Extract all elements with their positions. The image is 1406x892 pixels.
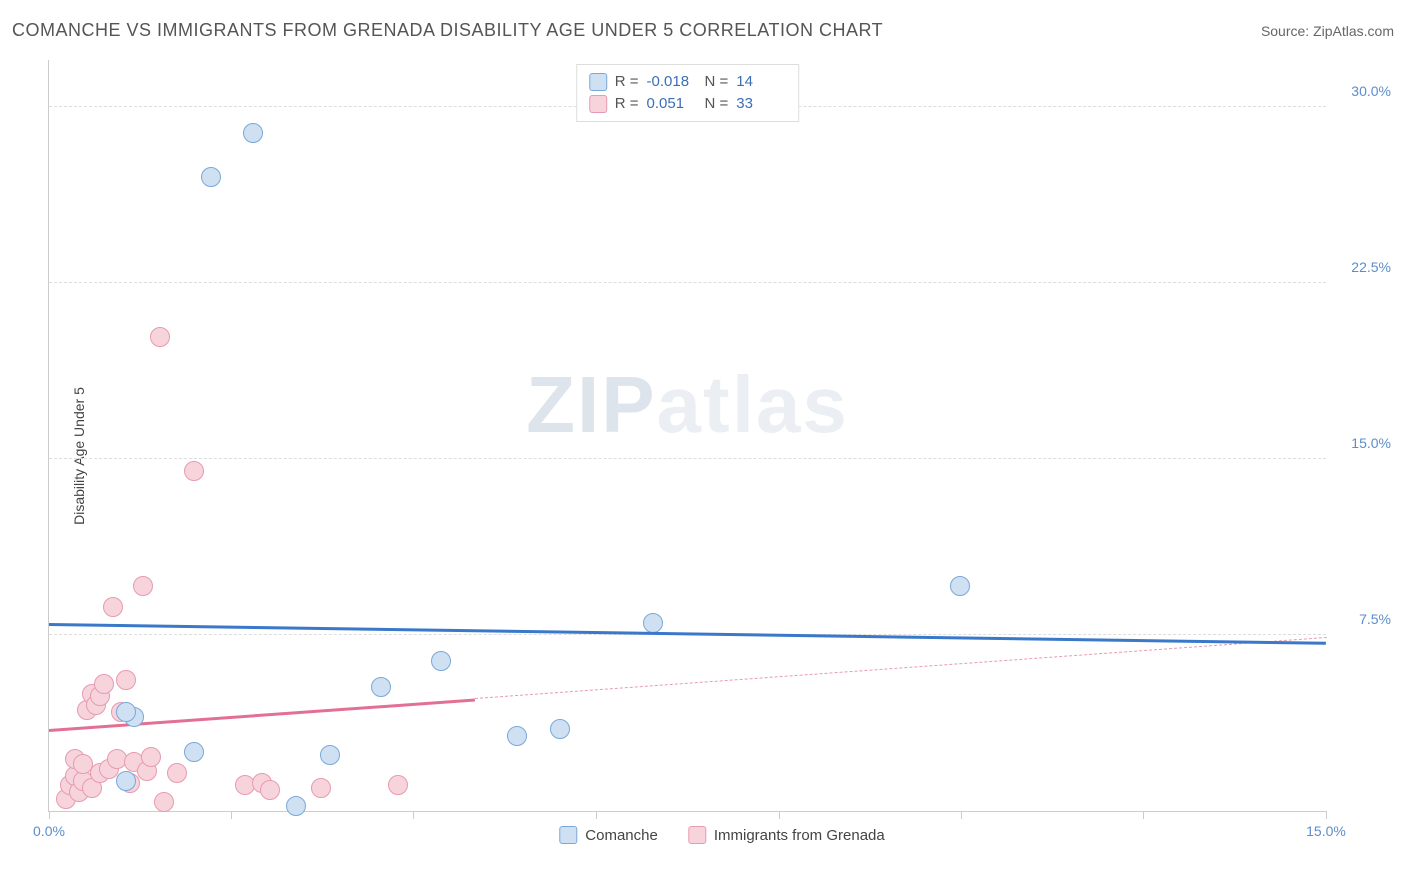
- scatter-plot: ZIPatlas R = -0.018 N = 14 R = 0.051 N =…: [48, 60, 1326, 812]
- series-legend: Comanche Immigrants from Grenada: [559, 826, 884, 844]
- n-value-2: 33: [736, 93, 786, 115]
- data-point: [141, 747, 161, 767]
- n-value-1: 14: [736, 71, 786, 93]
- r-value-1: -0.018: [647, 71, 697, 93]
- legend-item-comanche: Comanche: [559, 826, 658, 844]
- data-point: [431, 651, 451, 671]
- data-point: [133, 576, 153, 596]
- n-label: N =: [705, 93, 729, 115]
- y-tick-label: 7.5%: [1359, 611, 1391, 627]
- swatch-comanche: [589, 73, 607, 91]
- n-label: N =: [705, 71, 729, 93]
- data-point: [150, 327, 170, 347]
- watermark: ZIPatlas: [526, 359, 849, 451]
- data-point: [243, 123, 263, 143]
- y-tick-label: 15.0%: [1351, 435, 1391, 451]
- data-point: [550, 719, 570, 739]
- trend-line: [475, 637, 1326, 699]
- gridline: [49, 458, 1326, 459]
- data-point: [371, 677, 391, 697]
- swatch-grenada: [688, 826, 706, 844]
- data-point: [950, 576, 970, 596]
- x-tick: [231, 811, 232, 819]
- data-point: [167, 763, 187, 783]
- r-label: R =: [615, 71, 639, 93]
- chart-header: COMANCHE VS IMMIGRANTS FROM GRENADA DISA…: [12, 20, 1394, 41]
- x-tick: [49, 811, 50, 819]
- data-point: [116, 702, 136, 722]
- chart-source: Source: ZipAtlas.com: [1261, 23, 1394, 39]
- legend-label-comanche: Comanche: [585, 827, 658, 844]
- data-point: [286, 796, 306, 816]
- correlation-legend: R = -0.018 N = 14 R = 0.051 N = 33: [576, 64, 800, 122]
- x-tick: [413, 811, 414, 819]
- data-point: [184, 742, 204, 762]
- x-tick: [779, 811, 780, 819]
- chart-title: COMANCHE VS IMMIGRANTS FROM GRENADA DISA…: [12, 20, 883, 41]
- watermark-part1: ZIP: [526, 360, 656, 449]
- source-prefix: Source:: [1261, 23, 1313, 39]
- swatch-grenada: [589, 95, 607, 113]
- data-point: [311, 778, 331, 798]
- swatch-comanche: [559, 826, 577, 844]
- gridline: [49, 282, 1326, 283]
- x-tick: [596, 811, 597, 819]
- chart-area: Disability Age Under 5 ZIPatlas R = -0.0…: [48, 60, 1396, 852]
- x-tick-label: 15.0%: [1306, 823, 1346, 839]
- data-point: [116, 670, 136, 690]
- data-point: [507, 726, 527, 746]
- data-point: [388, 775, 408, 795]
- data-point: [116, 771, 136, 791]
- data-point: [320, 745, 340, 765]
- data-point: [154, 792, 174, 812]
- data-point: [260, 780, 280, 800]
- data-point: [94, 674, 114, 694]
- correlation-row-1: R = -0.018 N = 14: [589, 71, 787, 93]
- x-tick-label: 0.0%: [33, 823, 65, 839]
- r-value-2: 0.051: [647, 93, 697, 115]
- source-name: ZipAtlas.com: [1313, 23, 1394, 39]
- legend-label-grenada: Immigrants from Grenada: [714, 827, 885, 844]
- legend-item-grenada: Immigrants from Grenada: [688, 826, 885, 844]
- x-tick: [1143, 811, 1144, 819]
- x-tick: [961, 811, 962, 819]
- x-tick: [1326, 811, 1327, 819]
- y-tick-label: 22.5%: [1351, 259, 1391, 275]
- data-point: [201, 167, 221, 187]
- data-point: [184, 461, 204, 481]
- correlation-row-2: R = 0.051 N = 33: [589, 93, 787, 115]
- data-point: [103, 597, 123, 617]
- data-point: [643, 613, 663, 633]
- watermark-part2: atlas: [657, 360, 849, 449]
- y-tick-label: 30.0%: [1351, 83, 1391, 99]
- r-label: R =: [615, 93, 639, 115]
